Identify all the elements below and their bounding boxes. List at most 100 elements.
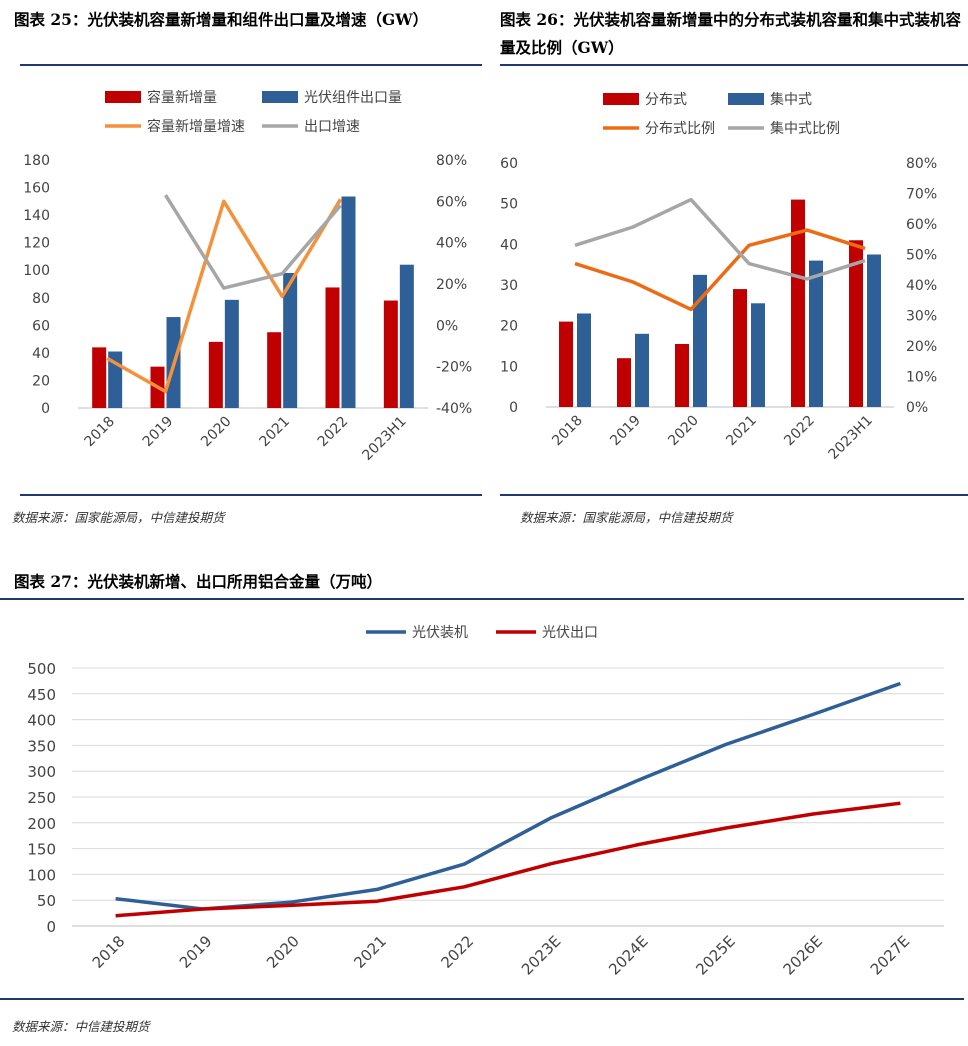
legend-label-分布式: 分布式 [645,92,687,108]
left-axis-tick-label: 50 [500,197,518,213]
legend-label-光伏出口: 光伏出口 [542,625,598,641]
legend-label-集中式比例: 集中式比例 [770,120,840,137]
bar-容量新增量 [208,341,223,408]
y-axis-tick-label: 100 [27,866,56,884]
bar-容量新增量 [325,287,340,408]
x-axis-tick-label: 2022 [437,932,477,972]
bar-分布式 [559,321,573,407]
y-axis-tick-label: 0 [46,918,56,936]
right-axis-tick-label: 10% [906,370,937,386]
x-axis-tick-label: 2027E [867,932,913,978]
line-容量新增量增速 [106,198,343,394]
right-axis-tick-label: 50% [906,248,937,264]
bar-集中式 [693,274,707,407]
fig25-top-rule [20,64,482,66]
left-axis-tick-label: 20 [32,373,50,389]
line-分布式比例 [574,228,866,312]
right-axis-tick-label: 30% [906,309,937,325]
legend-swatch-分布式 [603,93,639,105]
left-axis-tick-label: 20 [500,319,518,335]
right-axis-tick-label: 40% [436,236,467,252]
bar-光伏组件出口量 [341,196,356,408]
bar-光伏组件出口量 [283,272,298,408]
fig25-bottom-rule [20,494,482,496]
fig25-source: 数据来源：国家能源局，中信建投期货 [12,510,225,525]
right-axis-tick-label: 70% [906,187,937,203]
left-axis-tick-label: 60 [500,156,518,172]
fig27-title: 图表 27：光伏装机新增、出口所用铝合金量（万吨） [14,572,382,591]
bar-容量新增量 [383,300,398,408]
x-axis-tick-label: 2023E [518,932,564,978]
bar-容量新增量 [267,332,282,408]
y-axis-tick-label: 250 [27,789,56,807]
legend-label-分布式比例: 分布式比例 [645,121,715,137]
left-axis-tick-label: 160 [23,181,50,197]
bar-集中式 [751,303,765,407]
legend-swatch-集中式 [728,93,764,105]
fig26-top-rule [500,64,968,66]
x-axis-tick-label: 2024E [605,932,651,978]
left-axis-tick-label: 10 [500,359,518,375]
x-axis-tick-label: 2025E [692,932,738,978]
left-axis-tick-label: 40 [32,346,50,362]
legend-label-光伏装机: 光伏装机 [412,625,468,641]
fig26-source: 数据来源：国家能源局，中信建投期货 [520,510,733,525]
left-axis-tick-label: 100 [23,263,50,279]
line-出口增速 [164,194,342,290]
left-axis-tick-label: 120 [23,236,50,252]
bar-分布式 [791,199,805,407]
bar-分布式 [849,240,863,407]
legend-label-容量新增量增速: 容量新增量增速 [147,118,245,135]
legend-swatch-光伏组件出口量 [262,91,298,103]
x-axis-tick-label: 2021 [350,932,390,972]
left-axis-tick-label: 60 [32,318,50,334]
left-axis-tick-label: 30 [500,278,518,294]
x-axis-tick-label: 2018 [89,932,129,972]
left-axis-tick-label: 0 [509,400,518,416]
y-axis-tick-label: 450 [27,686,56,704]
right-axis-tick-label: 80% [906,156,937,172]
y-axis-tick-label: 300 [27,763,56,781]
right-axis-tick-label: 40% [906,278,937,294]
bar-集中式 [809,260,823,407]
bar-光伏组件出口量 [399,264,414,408]
right-axis-tick-label: -40% [436,401,472,417]
bar-光伏组件出口量 [224,299,239,408]
x-axis-tick-label: 2019 [176,932,216,972]
bar-分布式 [733,289,747,407]
fig27-top-rule [0,598,964,600]
line-集中式比例 [574,197,866,281]
legend-label-集中式: 集中式 [770,91,812,108]
legend-label-光伏组件出口量: 光伏组件出口量 [304,90,402,106]
right-axis-tick-label: 60% [436,194,467,210]
right-axis-tick-label: 20% [436,277,467,293]
y-axis-tick-label: 150 [27,841,56,859]
fig26-bottom-rule [500,494,968,496]
right-axis-tick-label: 80% [436,153,467,169]
legend-swatch-容量新增量 [105,91,141,103]
right-axis-tick-label: 0% [436,318,458,334]
line-光伏出口 [115,801,901,918]
bar-集中式 [635,333,649,407]
left-axis-tick-label: 0 [41,401,50,417]
bar-集中式 [577,313,591,407]
left-axis-tick-label: 80 [32,291,50,307]
fig25-title: 图表 25：光伏装机容量新增量和组件出口量及增速（GW） [14,10,429,29]
left-axis-tick-label: 180 [23,153,50,169]
legend-label-容量新增量: 容量新增量 [147,89,217,106]
right-axis-tick-label: 0% [906,400,928,416]
fig26-title: 图表 26：光伏装机容量新增量中的分布式装机容量和集中式装机容量及比例（GW） [500,10,961,57]
right-axis-tick-label: 20% [906,339,937,355]
y-axis-tick-label: 350 [27,737,56,755]
y-axis-tick-label: 500 [27,660,56,678]
bar-分布式 [617,358,631,407]
bar-集中式 [867,254,881,407]
right-axis-tick-label: 60% [906,217,937,233]
bar-分布式 [675,343,689,407]
y-axis-tick-label: 50 [37,892,56,910]
x-axis-tick-label: 2026E [780,932,826,978]
y-axis-tick-label: 200 [27,815,56,833]
